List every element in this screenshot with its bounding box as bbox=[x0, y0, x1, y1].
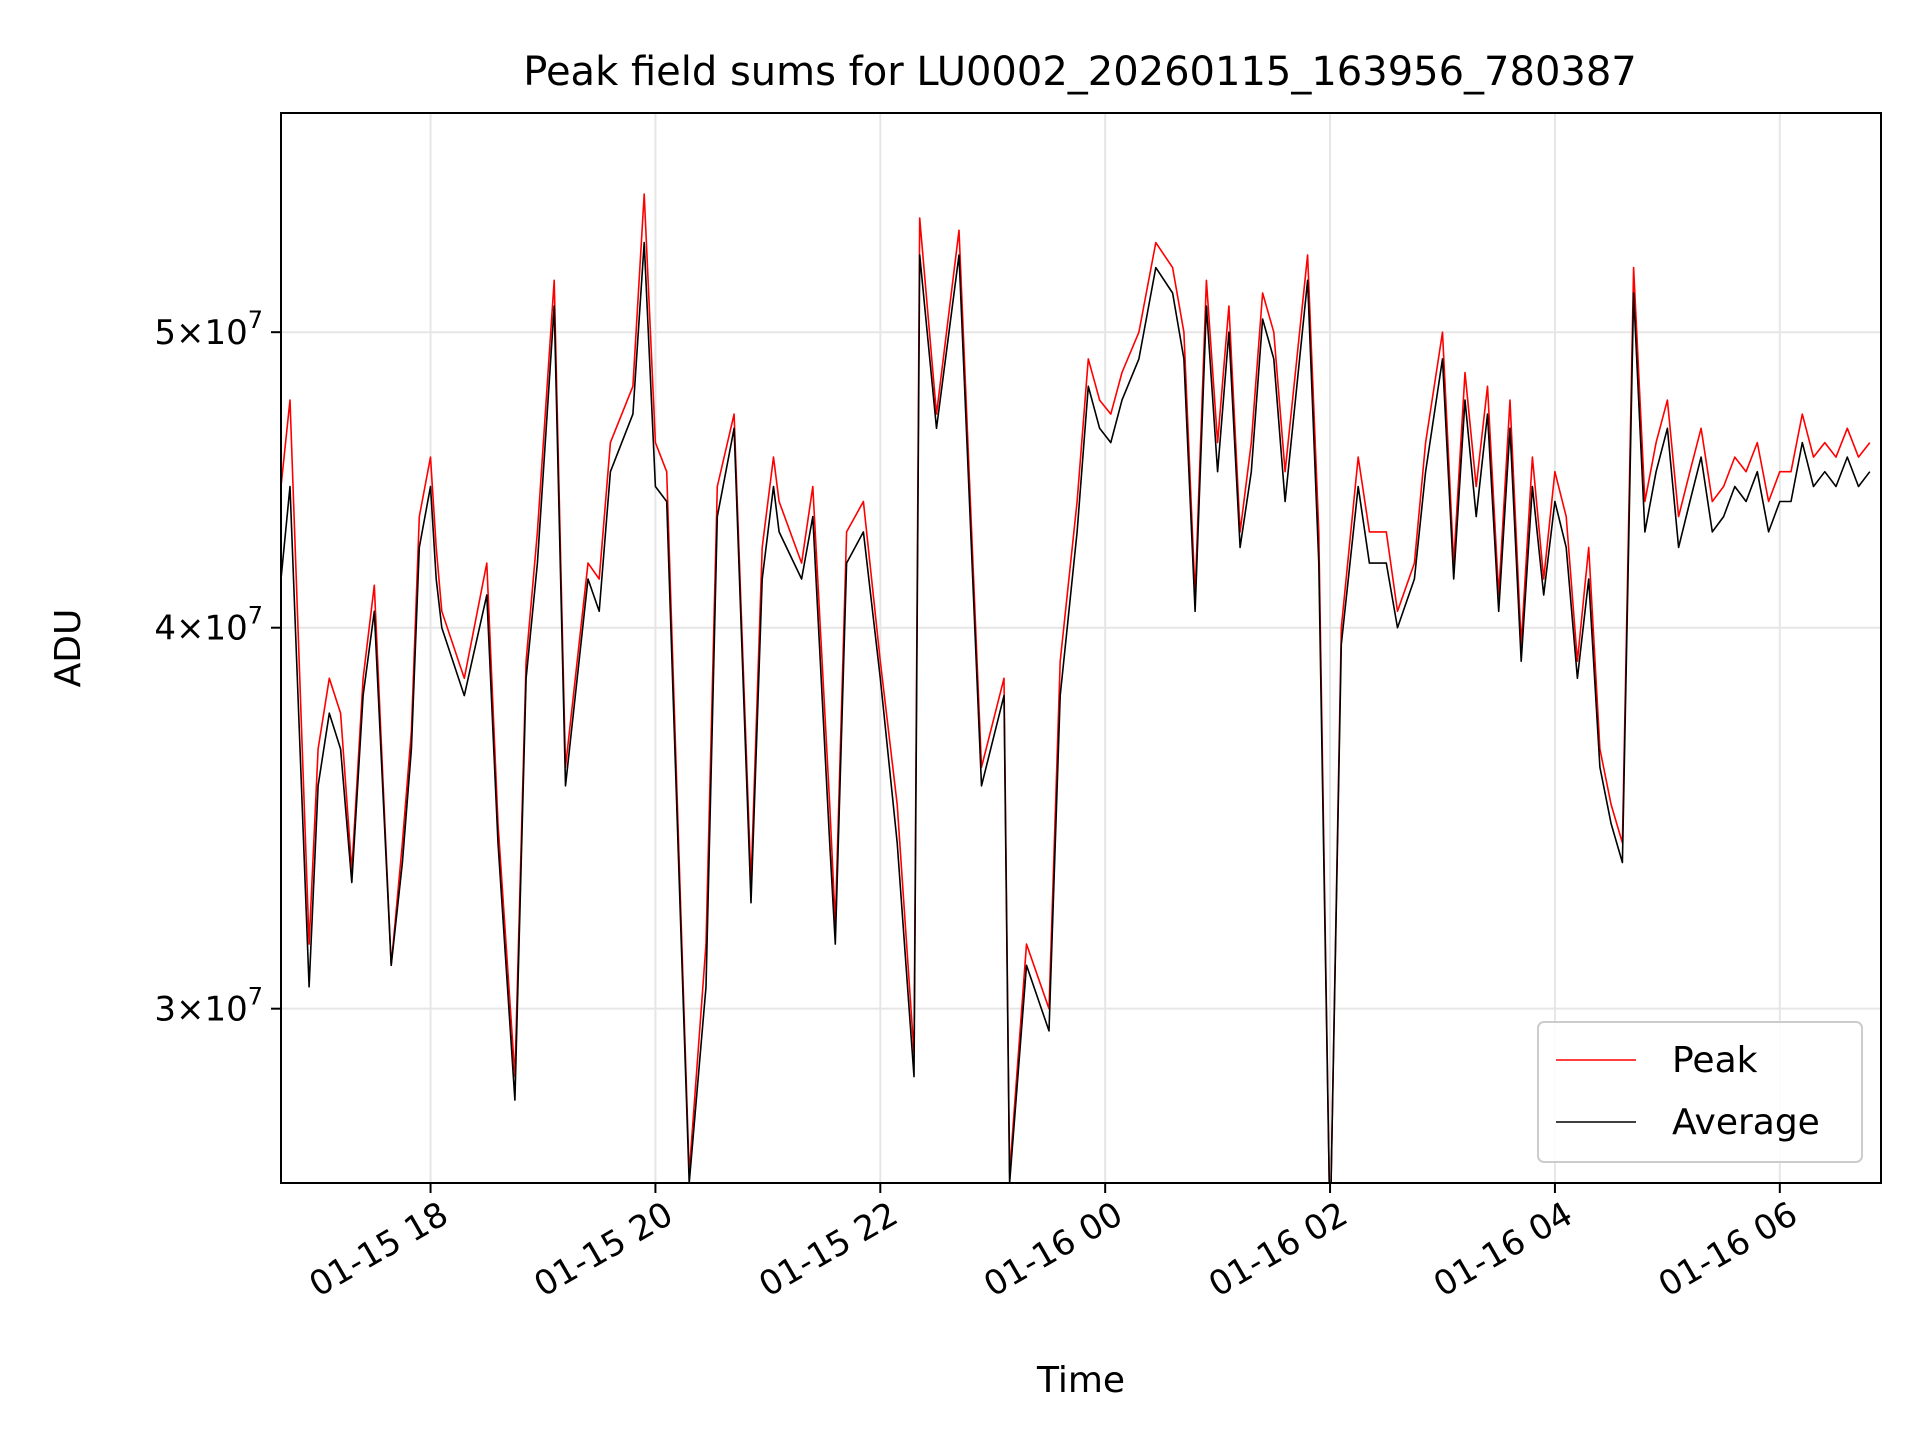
legend: Peak Average bbox=[1537, 1021, 1863, 1163]
series-lines bbox=[281, 193, 1871, 1183]
legend-label-average: Average bbox=[1672, 1102, 1820, 1143]
plot-frame bbox=[280, 112, 1882, 1184]
legend-label-peak: Peak bbox=[1672, 1040, 1758, 1081]
series-line-average bbox=[281, 241, 1871, 1183]
x-axis-label: Time bbox=[1036, 1360, 1125, 1401]
y-tick-label: 5×107 bbox=[154, 306, 263, 353]
series-line-peak bbox=[281, 193, 1871, 1183]
grid-lines bbox=[281, 113, 1881, 1183]
chart-title: Peak field sums for LU0002_20260115_1639… bbox=[523, 49, 1637, 95]
legend-box bbox=[1537, 1021, 1863, 1163]
y-axis-ticks: 3×107 4×107 5×107 bbox=[154, 306, 281, 1030]
y-axis-label: ADU bbox=[48, 609, 89, 688]
y-tick-label: 4×107 bbox=[154, 602, 263, 649]
y-tick-label: 3×107 bbox=[154, 983, 263, 1030]
